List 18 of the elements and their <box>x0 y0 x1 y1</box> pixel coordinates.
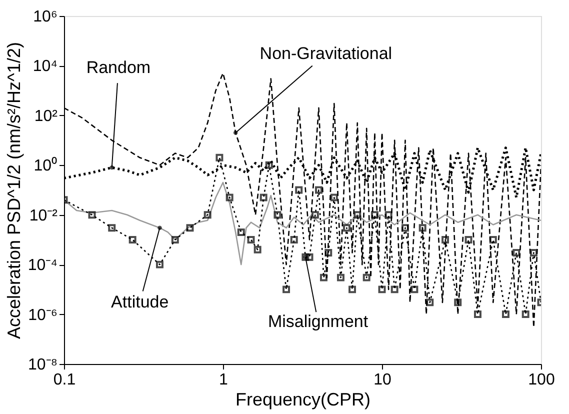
y-tick-label: 10⁻⁸ <box>28 356 58 374</box>
annotation: Non-Gravitational <box>260 44 392 63</box>
y-tick-label: 10⁶ <box>33 8 58 26</box>
x-axis-title: Frequency(CPR) <box>235 390 371 410</box>
x-tick-label: 100 <box>528 372 555 388</box>
y-axis-title: Acceleration PSD^1/2 (nm/s²/Hz^1/2) <box>4 42 24 339</box>
y-tick-label: 10⁴ <box>32 58 58 76</box>
y-tick-label: 10² <box>34 108 58 125</box>
annotation: Random <box>86 58 151 78</box>
x-tick-label: 0.1 <box>53 372 76 388</box>
x-tick-label: 1 <box>219 372 228 388</box>
annotation: Attitude <box>111 292 169 312</box>
y-tick-label: 10⁻⁶ <box>28 306 58 324</box>
y-tick-label: 10⁰ <box>34 156 58 175</box>
x-tick-label: 10 <box>374 372 392 388</box>
y-tick-label: 10⁻⁴ <box>28 257 58 274</box>
annotation: Misalignment <box>268 312 368 331</box>
y-tick-label: 10⁻² <box>29 207 58 224</box>
